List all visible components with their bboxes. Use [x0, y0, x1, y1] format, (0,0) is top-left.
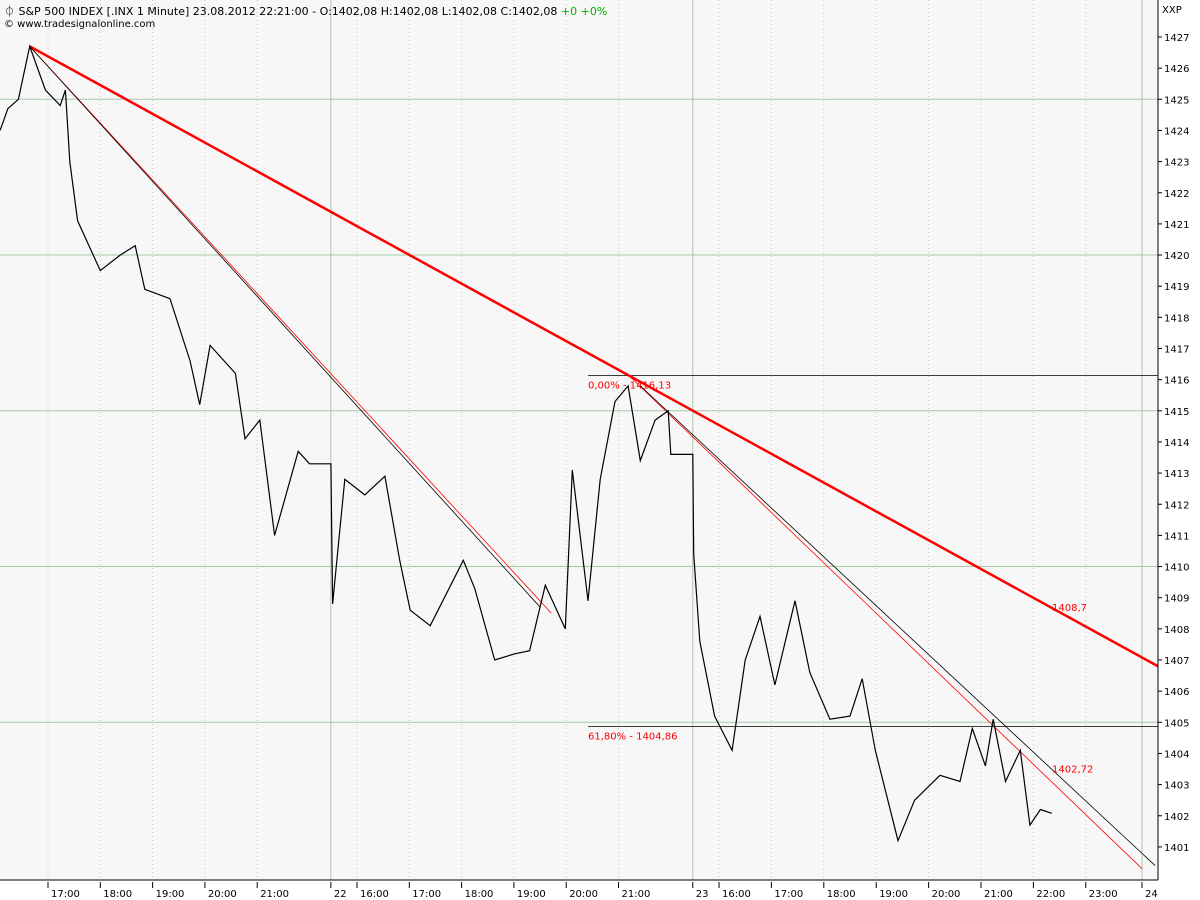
trendline	[29, 46, 552, 614]
y-tick-label: 1413	[1164, 469, 1189, 480]
y-tick-label: 1404	[1164, 749, 1189, 760]
fib-levels: 0,00% - 1416,13 61,80% - 1404,86	[587, 375, 1158, 743]
x-tick-label: 18:00	[827, 889, 856, 900]
candle-icon: ⏀	[4, 5, 15, 18]
trendline	[628, 375, 1143, 869]
x-tick-label: 16:00	[722, 889, 751, 900]
y-tick-label: 1417	[1164, 345, 1189, 356]
y-tick-label: 1415	[1164, 407, 1189, 418]
x-tick-label: 17:00	[412, 889, 441, 900]
axis-label: XXP	[1162, 5, 1182, 16]
fib-label: 0,00% - 1416,13	[588, 381, 671, 392]
grid	[0, 0, 1158, 880]
y-tick-label: 1412	[1164, 500, 1189, 511]
x-tick-label: 20:00	[932, 889, 961, 900]
x-tick-label: 19:00	[879, 889, 908, 900]
y-tick-label: 1406	[1164, 687, 1189, 698]
y-tick-label: 1426	[1164, 64, 1189, 75]
y-tick-label: 1425	[1164, 95, 1189, 106]
x-tick-label: 22	[334, 889, 347, 900]
x-tick-label: 17:00	[51, 889, 80, 900]
fib-label: 61,80% - 1404,86	[588, 732, 677, 743]
plot-background	[0, 0, 1158, 880]
x-tick-label: 21:00	[622, 889, 651, 900]
y-axis[interactable]: 1401 1402 1403 1404 1405 1406 1407 1408 1409 1410…	[1158, 33, 1189, 854]
y-tick-label: 1410	[1164, 563, 1189, 574]
y-tick-label: 1401	[1164, 843, 1189, 854]
y-tick-label: 1407	[1164, 656, 1189, 667]
x-tick-label: 18:00	[465, 889, 494, 900]
x-tick-label: 20:00	[208, 889, 237, 900]
y-tick-label: 1424	[1164, 126, 1189, 137]
trendline-label: 1408,7	[1052, 603, 1087, 614]
x-tick-label: 19:00	[156, 889, 185, 900]
x-tick-label: 18:00	[103, 889, 132, 900]
copyright: © www.tradesignalonline.com	[4, 19, 156, 30]
chart-header: ⏀ S&P 500 INDEX [.INX 1 Minute] 23.08.20…	[4, 3, 607, 19]
y-tick-label: 1422	[1164, 189, 1189, 200]
y-tick-label: 1411	[1164, 531, 1189, 542]
y-tick-label: 1414	[1164, 438, 1189, 449]
y-tick-label: 1419	[1164, 282, 1189, 293]
y-tick-label: 1409	[1164, 594, 1189, 605]
x-tick-label: 22:00	[1036, 889, 1065, 900]
price-line	[0, 44, 1052, 843]
x-tick-label: 21:00	[984, 889, 1013, 900]
y-tick-label: 1408	[1164, 625, 1189, 636]
y-tick-label: 1402	[1164, 812, 1189, 823]
chart-title: S&P 500 INDEX [.INX 1 Minute] 23.08.2012…	[18, 5, 558, 18]
trendline-label: 1402,72	[1052, 765, 1093, 776]
trendline	[29, 45, 1159, 668]
x-tick-label: 23	[696, 889, 709, 900]
x-tick-label: 17:00	[774, 889, 803, 900]
x-tick-label: 23:00	[1089, 889, 1118, 900]
y-tick-label: 1420	[1164, 251, 1189, 262]
x-tick-label: 16:00	[360, 889, 389, 900]
x-tick-label: 20:00	[569, 889, 598, 900]
x-tick-label: 21:00	[260, 889, 289, 900]
trendline	[29, 46, 541, 608]
y-tick-label: 1405	[1164, 718, 1189, 729]
y-tick-label: 1427	[1164, 33, 1189, 44]
x-tick-label: 24	[1145, 889, 1158, 900]
trendline	[640, 385, 1156, 866]
y-tick-label: 1423	[1164, 158, 1189, 169]
change-value: +0 +0%	[560, 5, 608, 18]
y-tick-label: 1421	[1164, 220, 1189, 231]
x-axis[interactable]: 17:00 18:00 19:00 20:00 21:00 22 16:00 17:00 18:…	[47, 882, 1158, 900]
x-tick-label: 19:00	[517, 889, 546, 900]
y-tick-label: 1416	[1164, 376, 1189, 387]
trendlines: 1408,7 1402,72	[29, 45, 1159, 869]
price-series	[0, 44, 1052, 843]
y-tick-label: 1418	[1164, 313, 1189, 324]
y-tick-label: 1403	[1164, 781, 1189, 792]
